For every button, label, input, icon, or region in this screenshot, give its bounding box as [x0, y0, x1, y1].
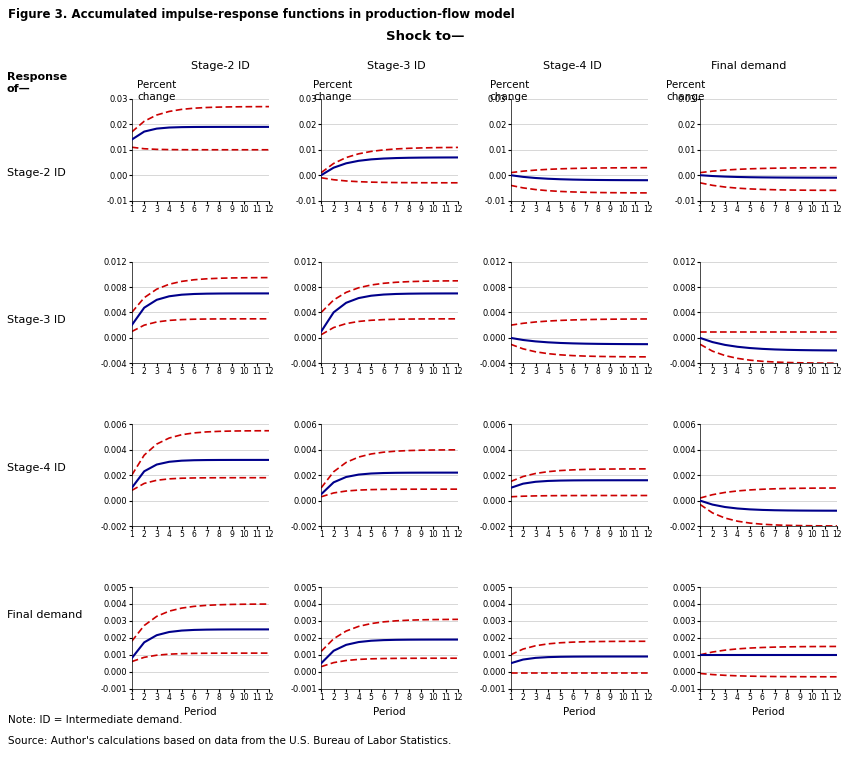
- X-axis label: Period: Period: [373, 708, 406, 718]
- Text: Response
of—: Response of—: [7, 72, 67, 94]
- Text: Stage-4 ID: Stage-4 ID: [7, 463, 65, 473]
- Text: Percent
change: Percent change: [666, 80, 705, 101]
- Text: Percent
change: Percent change: [490, 80, 529, 101]
- Text: Stage-2 ID: Stage-2 ID: [190, 61, 249, 71]
- Text: Figure 3. Accumulated impulse-response functions in production-flow model: Figure 3. Accumulated impulse-response f…: [8, 8, 515, 21]
- Text: Stage-3 ID: Stage-3 ID: [367, 61, 426, 71]
- Text: Percent
change: Percent change: [314, 80, 353, 101]
- Text: Final demand: Final demand: [711, 61, 787, 71]
- Text: Shock to—: Shock to—: [386, 30, 464, 43]
- Text: Stage-2 ID: Stage-2 ID: [7, 167, 65, 177]
- X-axis label: Period: Period: [563, 708, 596, 718]
- Text: Source: Author's calculations based on data from the U.S. Bureau of Labor Statis: Source: Author's calculations based on d…: [8, 736, 452, 746]
- X-axis label: Period: Period: [184, 708, 217, 718]
- Text: Stage-3 ID: Stage-3 ID: [7, 315, 65, 325]
- X-axis label: Period: Period: [752, 708, 785, 718]
- Text: Final demand: Final demand: [7, 610, 82, 620]
- Text: Percent
change: Percent change: [137, 80, 176, 101]
- Text: Stage-4 ID: Stage-4 ID: [543, 61, 602, 71]
- Text: Note: ID = Intermediate demand.: Note: ID = Intermediate demand.: [8, 715, 183, 725]
